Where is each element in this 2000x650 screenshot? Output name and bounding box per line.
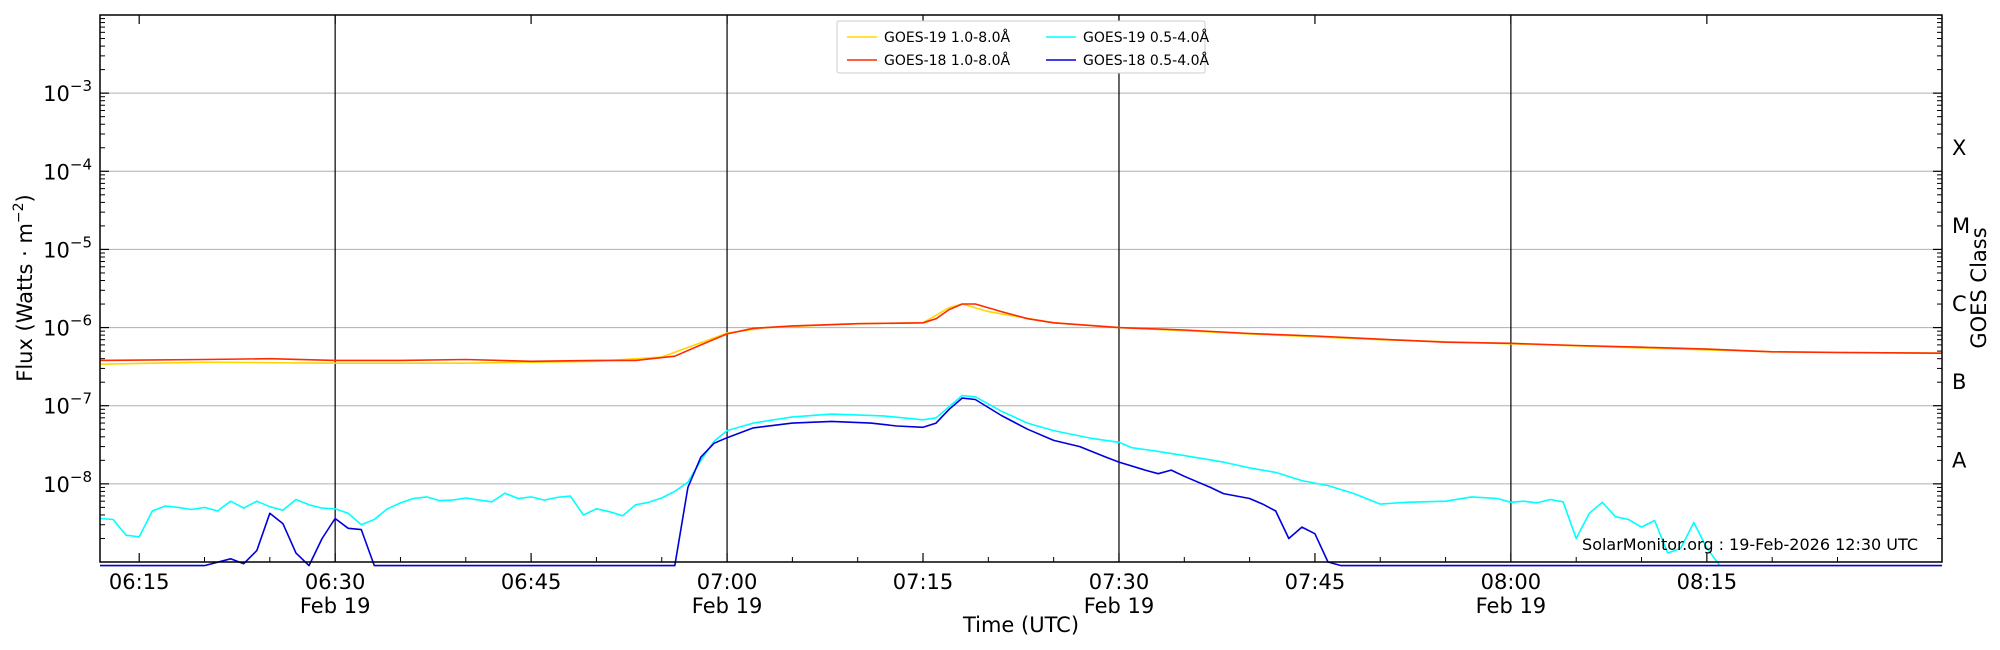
goes-class-axis-title: GOES Class bbox=[1967, 227, 1991, 348]
y-tick-label-0: 10−8 bbox=[43, 468, 92, 497]
series-line-2 bbox=[99, 394, 1721, 567]
series-line-1 bbox=[99, 303, 1943, 363]
x-axis-title: Time (UTC) bbox=[962, 613, 1079, 637]
series-line-0 bbox=[99, 303, 1943, 365]
y-tick-base-0: 10 bbox=[43, 473, 70, 497]
goes-class-labels: A B C M X bbox=[1952, 136, 1970, 473]
day-marker-lines bbox=[334, 15, 1512, 562]
y-axis-title-close: ) bbox=[13, 194, 37, 202]
legend-label-1: GOES-18 1.0-8.0Å bbox=[884, 52, 1010, 69]
y-axis-title: Flux (Watts · m−2) bbox=[11, 194, 37, 382]
flux-series bbox=[99, 303, 1943, 567]
y-tick-exponent-4: −4 bbox=[70, 155, 92, 173]
x-tick-sublabel-5: Feb 19 bbox=[1084, 594, 1155, 618]
x-tick-label-4: 07:15 bbox=[893, 570, 954, 594]
x-tick-label-0: 06:15 bbox=[109, 570, 170, 594]
y-tick-base-3: 10 bbox=[43, 238, 70, 262]
y-tick-label-3: 10−5 bbox=[43, 233, 92, 262]
x-tick-sublabel-3: Feb 19 bbox=[692, 594, 763, 618]
grid-lines bbox=[100, 92, 1942, 485]
x-tick-label-1: 06:30 bbox=[305, 570, 366, 594]
y-tick-base-5: 10 bbox=[43, 82, 70, 106]
goes-class-label-x: X bbox=[1952, 136, 1966, 160]
x-tick-label-8: 08:15 bbox=[1677, 570, 1738, 594]
y-tick-label-4: 10−4 bbox=[43, 155, 92, 184]
y-tick-exponent-0: −8 bbox=[70, 468, 92, 486]
x-tick-label-2: 06:45 bbox=[501, 570, 562, 594]
legend-box bbox=[836, 20, 1206, 74]
x-tick-label-6: 07:45 bbox=[1285, 570, 1346, 594]
series-line-3 bbox=[100, 397, 1942, 567]
y-tick-label-1: 10−7 bbox=[43, 390, 92, 419]
x-tick-label-3: 07:00 bbox=[697, 570, 758, 594]
y-tick-label-2: 10−6 bbox=[43, 312, 92, 341]
y-tick-base-4: 10 bbox=[43, 160, 70, 184]
y-axis-title-sup: −2 bbox=[11, 202, 27, 223]
goes-class-label-m: M bbox=[1952, 214, 1970, 238]
goes-class-label-b: B bbox=[1952, 370, 1966, 394]
legend-label-0: GOES-19 1.0-8.0Å bbox=[884, 29, 1010, 46]
goes-class-label-a: A bbox=[1952, 448, 1967, 472]
credit-text: SolarMonitor.org : 19-Feb-2026 12:30 UTC bbox=[1582, 535, 1918, 554]
y-tick-exponent-3: −5 bbox=[70, 233, 92, 251]
y-tick-exponent-5: −3 bbox=[70, 77, 92, 95]
x-tick-sublabel-1: Feb 19 bbox=[300, 594, 371, 618]
y-tick-exponent-1: −7 bbox=[70, 390, 92, 408]
legend-label-3: GOES-18 0.5-4.0Å bbox=[1083, 52, 1209, 69]
y-axis-title-main: Flux (Watts · m bbox=[13, 223, 37, 382]
y-axis-ticks: 10−810−710−610−510−410−3 bbox=[43, 18, 1942, 539]
x-tick-label-7: 08:00 bbox=[1481, 570, 1542, 594]
goes-class-label-c: C bbox=[1952, 292, 1967, 316]
plot-frame bbox=[99, 14, 1943, 563]
x-tick-label-5: 07:30 bbox=[1089, 570, 1150, 594]
y-tick-base-2: 10 bbox=[43, 317, 70, 341]
y-tick-label-5: 10−3 bbox=[43, 77, 92, 106]
y-tick-exponent-2: −6 bbox=[70, 312, 92, 330]
x-tick-sublabel-7: Feb 19 bbox=[1476, 594, 1547, 618]
legend: GOES-19 1.0-8.0Å GOES-18 1.0-8.0Å GOES-19 … bbox=[836, 20, 1209, 74]
legend-label-2: GOES-19 0.5-4.0Å bbox=[1083, 29, 1209, 46]
y-tick-base-1: 10 bbox=[43, 395, 70, 419]
